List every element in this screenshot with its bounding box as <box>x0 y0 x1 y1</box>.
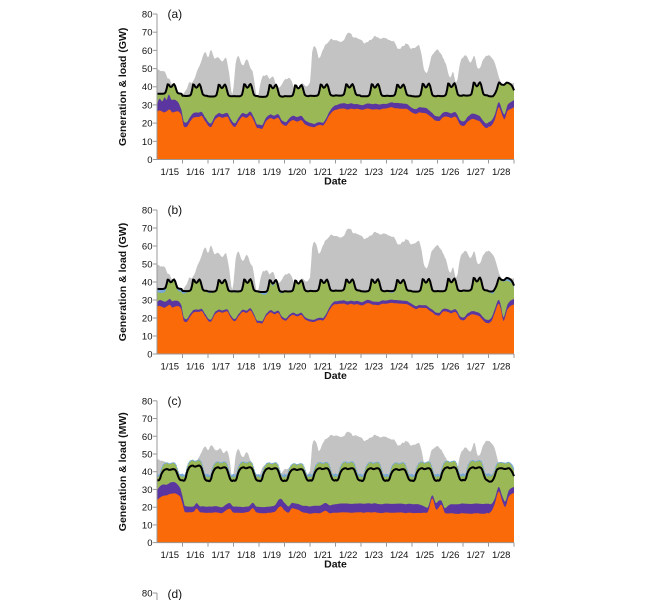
svg-text:1/19: 1/19 <box>263 167 282 178</box>
svg-text:1/17: 1/17 <box>212 362 231 373</box>
svg-text:1/15: 1/15 <box>161 550 180 561</box>
svg-text:0: 0 <box>147 538 152 549</box>
svg-text:1/27: 1/27 <box>467 167 486 178</box>
svg-text:80: 80 <box>142 10 153 21</box>
svg-text:40: 40 <box>142 278 153 289</box>
svg-text:1/21: 1/21 <box>314 362 333 373</box>
svg-text:50: 50 <box>142 64 153 75</box>
svg-text:1/25: 1/25 <box>416 167 435 178</box>
svg-text:1/28: 1/28 <box>492 167 511 178</box>
svg-text:1/25: 1/25 <box>416 550 435 561</box>
svg-text:40: 40 <box>142 467 153 478</box>
svg-text:0: 0 <box>147 155 152 166</box>
svg-text:80: 80 <box>142 589 153 600</box>
svg-text:1/18: 1/18 <box>237 362 256 373</box>
svg-text:(a): (a) <box>168 7 183 21</box>
svg-text:1/22: 1/22 <box>339 362 358 373</box>
svg-text:70: 70 <box>142 224 153 235</box>
svg-text:30: 30 <box>142 485 153 496</box>
svg-text:Date: Date <box>324 370 347 382</box>
svg-text:(d): (d) <box>168 587 183 600</box>
svg-text:1/18: 1/18 <box>237 550 256 561</box>
svg-text:Generation & load (MW): Generation & load (MW) <box>117 412 129 531</box>
svg-text:1/16: 1/16 <box>186 550 205 561</box>
svg-text:1/21: 1/21 <box>314 167 333 178</box>
svg-text:1/19: 1/19 <box>263 550 282 561</box>
svg-text:80: 80 <box>142 396 153 407</box>
svg-text:1/23: 1/23 <box>365 167 384 178</box>
svg-text:10: 10 <box>142 520 153 531</box>
svg-text:1/21: 1/21 <box>314 550 333 561</box>
svg-text:80: 80 <box>142 206 153 217</box>
svg-text:1/25: 1/25 <box>416 362 435 373</box>
svg-text:20: 20 <box>142 503 153 514</box>
svg-text:1/24: 1/24 <box>390 167 409 178</box>
svg-text:1/23: 1/23 <box>365 362 384 373</box>
svg-text:60: 60 <box>142 432 153 443</box>
svg-text:1/28: 1/28 <box>492 362 511 373</box>
svg-text:1/16: 1/16 <box>186 362 205 373</box>
svg-text:1/24: 1/24 <box>390 362 409 373</box>
svg-text:30: 30 <box>142 296 153 307</box>
svg-text:70: 70 <box>142 414 153 425</box>
svg-text:Generation & load (GW): Generation & load (GW) <box>117 28 129 146</box>
svg-text:1/20: 1/20 <box>288 550 307 561</box>
svg-text:(b): (b) <box>168 203 183 217</box>
svg-text:1/26: 1/26 <box>441 167 460 178</box>
svg-text:50: 50 <box>142 450 153 461</box>
svg-text:1/20: 1/20 <box>288 362 307 373</box>
svg-text:10: 10 <box>142 137 153 148</box>
svg-text:60: 60 <box>142 242 153 253</box>
svg-text:20: 20 <box>142 119 153 130</box>
svg-text:1/17: 1/17 <box>212 167 231 178</box>
svg-text:1/26: 1/26 <box>441 550 460 561</box>
svg-text:1/15: 1/15 <box>161 362 180 373</box>
svg-text:1/28: 1/28 <box>492 550 511 561</box>
svg-text:1/26: 1/26 <box>441 362 460 373</box>
svg-text:Date: Date <box>324 176 347 188</box>
svg-text:30: 30 <box>142 100 153 111</box>
svg-text:60: 60 <box>142 46 153 57</box>
svg-text:1/24: 1/24 <box>390 550 409 561</box>
svg-text:1/17: 1/17 <box>212 550 231 561</box>
svg-text:40: 40 <box>142 82 153 93</box>
svg-text:1/18: 1/18 <box>237 167 256 178</box>
svg-text:1/15: 1/15 <box>161 167 180 178</box>
svg-text:10: 10 <box>142 332 153 343</box>
svg-text:1/23: 1/23 <box>365 550 384 561</box>
svg-text:50: 50 <box>142 260 153 271</box>
svg-text:1/16: 1/16 <box>186 167 205 178</box>
svg-text:1/19: 1/19 <box>263 362 282 373</box>
svg-text:1/20: 1/20 <box>288 167 307 178</box>
svg-text:1/27: 1/27 <box>467 362 486 373</box>
svg-text:Date: Date <box>324 559 347 571</box>
svg-text:70: 70 <box>142 28 153 39</box>
svg-text:1/22: 1/22 <box>339 550 358 561</box>
svg-text:(c): (c) <box>168 394 182 408</box>
svg-text:1/27: 1/27 <box>467 550 486 561</box>
svg-text:Generation & load (GW): Generation & load (GW) <box>117 223 129 341</box>
svg-text:20: 20 <box>142 314 153 325</box>
svg-text:0: 0 <box>147 350 152 361</box>
svg-text:1/22: 1/22 <box>339 167 358 178</box>
